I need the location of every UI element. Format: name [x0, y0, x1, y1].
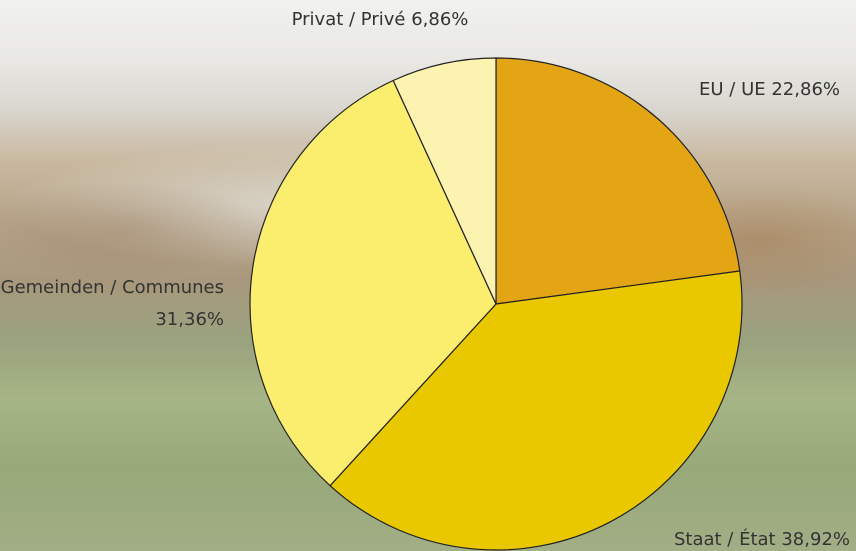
value-label: 22,86%: [771, 79, 840, 100]
slice-label: Staat / État 38,92%: [540, 524, 850, 551]
value-label: 6,86%: [411, 9, 468, 30]
value-label: 31,36%: [155, 309, 224, 330]
category-label: Staat / État: [674, 529, 776, 550]
category-label: Gemeinden / Communes: [1, 277, 224, 298]
category-label: EU / UE: [699, 79, 766, 100]
slice-label: Privat / Privé 6,86%: [230, 4, 530, 36]
slice-label: EU / UE 22,86%: [560, 74, 840, 106]
category-label: Privat / Privé: [292, 9, 406, 30]
slice-label: Gemeinden / Communes 31,36%: [0, 272, 224, 336]
page: EU / UE 22,86% Staat / État 38,92% Gemeind…: [0, 0, 856, 551]
value-label: 38,92%: [781, 529, 850, 550]
